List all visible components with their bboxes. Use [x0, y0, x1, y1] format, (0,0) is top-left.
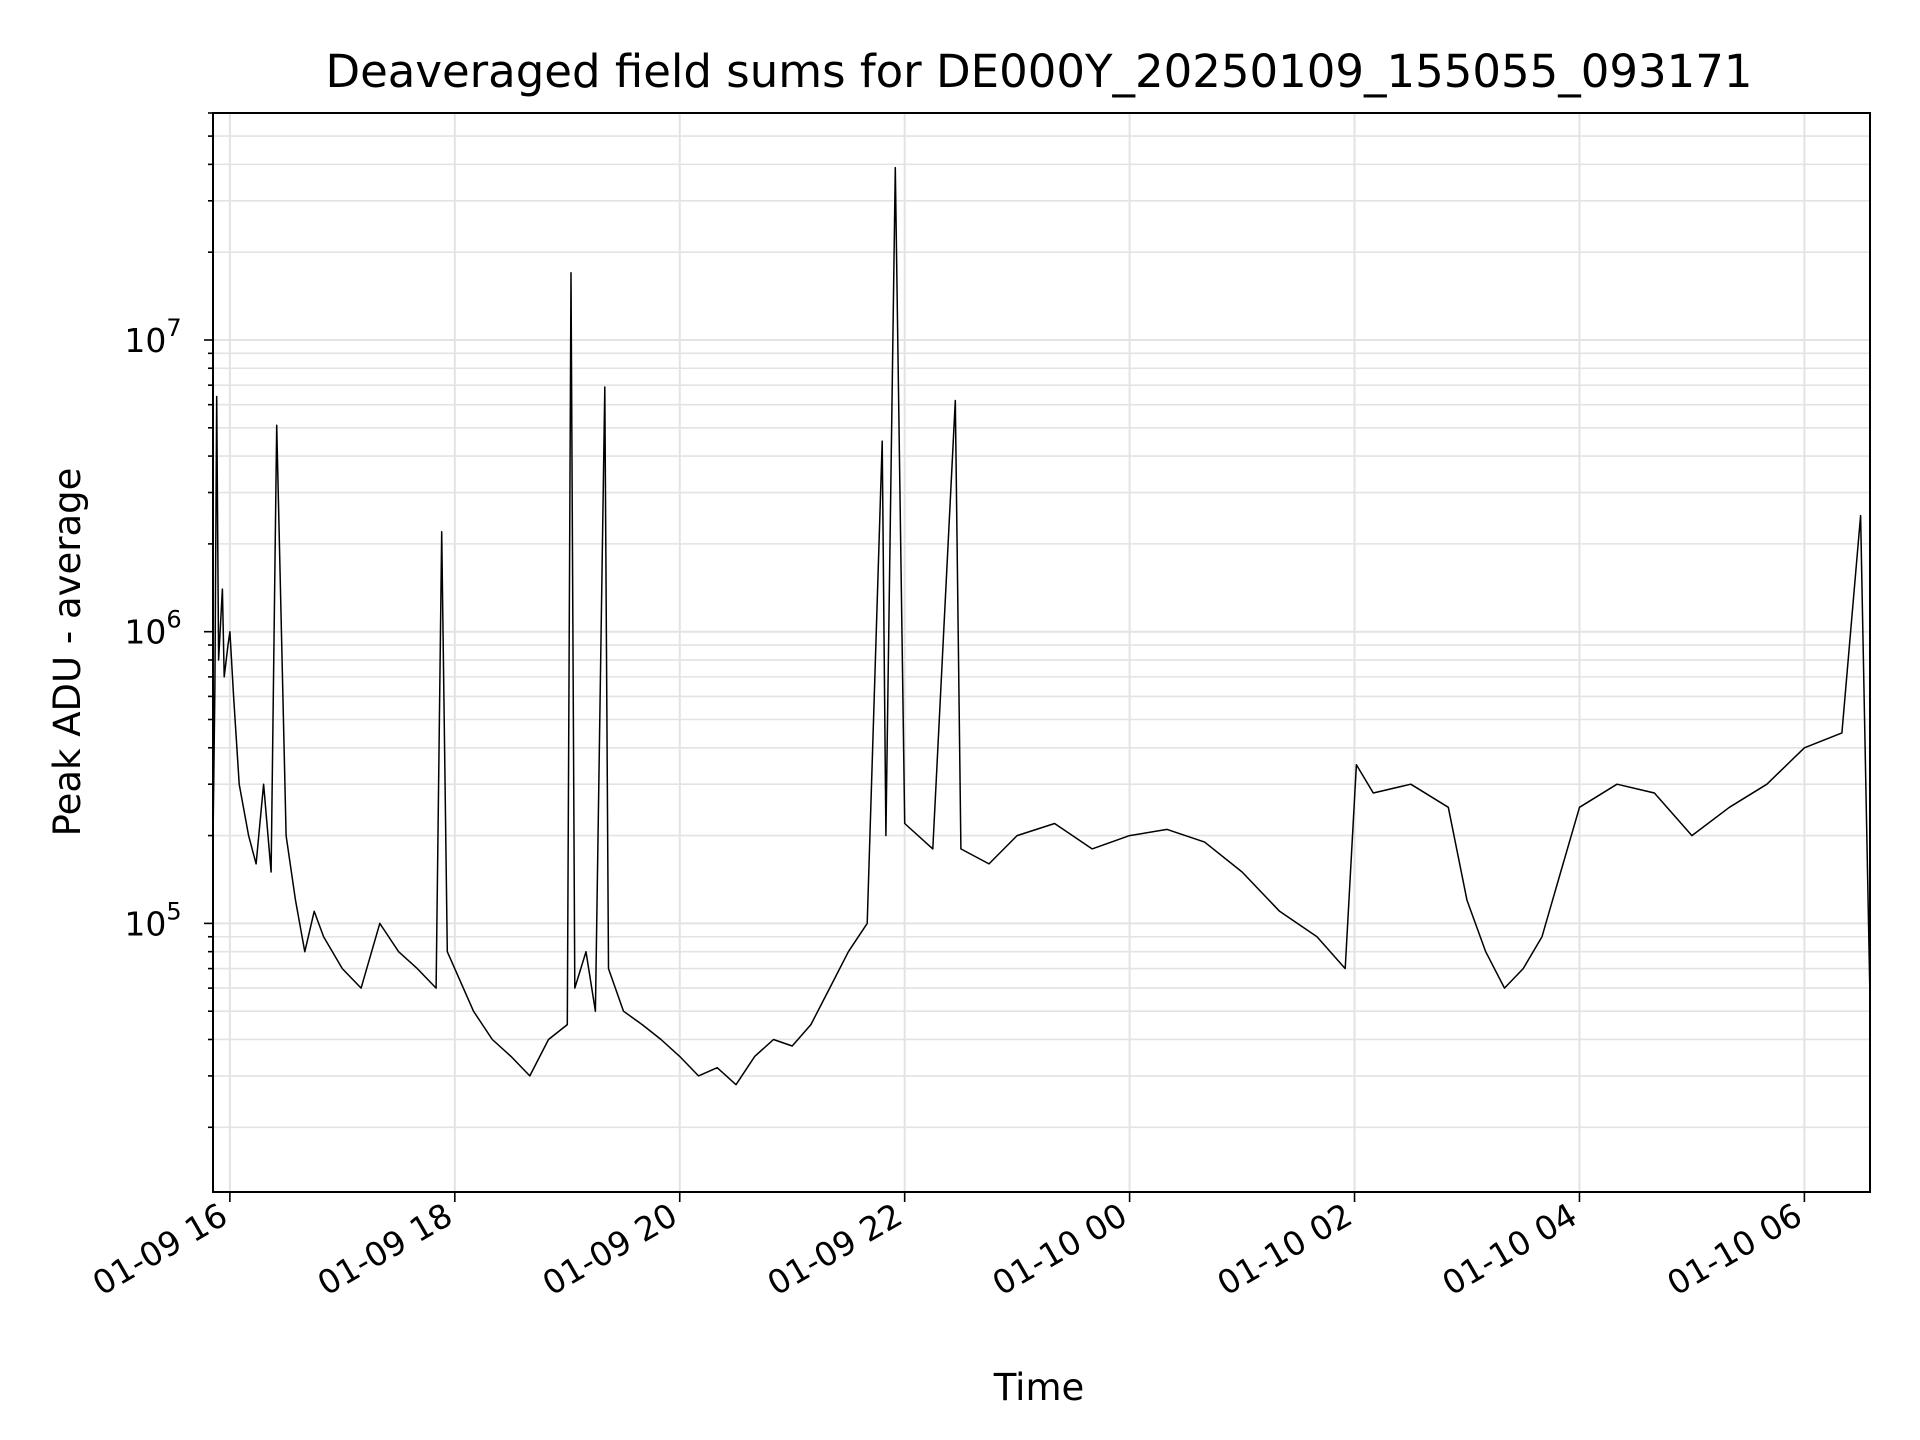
y-tick-label: 106 [124, 606, 181, 652]
chart-title: Deaveraged field sums for DE000Y_2025010… [325, 45, 1752, 98]
grid-lines [213, 112, 1870, 1192]
series-layer [212, 166, 1871, 1086]
series-line [212, 166, 1871, 1086]
plot-frame [212, 112, 1871, 1193]
y-axis: 105 106 107 [124, 112, 213, 1129]
y-tick-label: 105 [124, 897, 181, 943]
x-axis-label: Time [993, 1366, 1085, 1409]
y-axis-label: Peak ADU - average [46, 468, 89, 837]
y-tick-label: 107 [124, 314, 181, 360]
